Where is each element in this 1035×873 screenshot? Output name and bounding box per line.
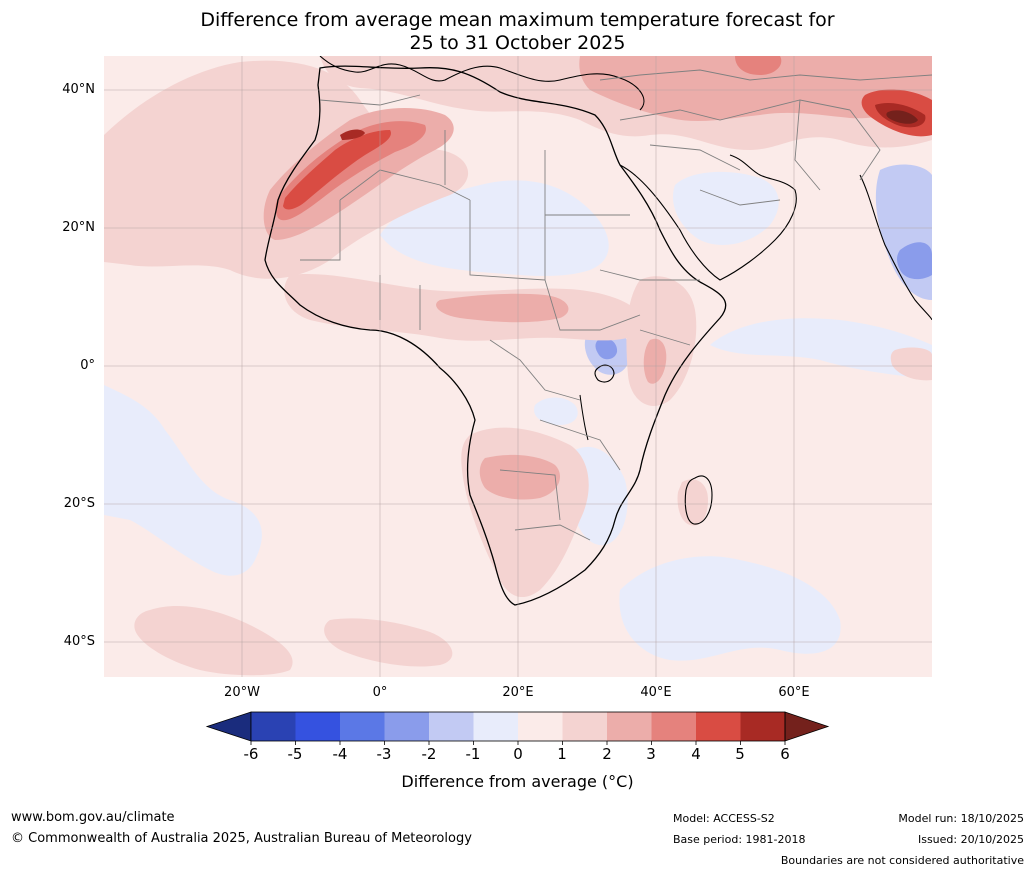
colorbar-segment <box>651 712 697 741</box>
lat-label-20n: 20°N <box>62 220 95 235</box>
colorbar-segment <box>607 712 652 741</box>
anomaly-region-caucasus-warm <box>735 56 782 75</box>
footer-base-period: Base period: 1981-2018 <box>673 833 806 846</box>
anomaly-region-arabia-cool <box>672 171 779 245</box>
lat-label-0: 0° <box>80 358 95 373</box>
colorbar-tick: 0 <box>513 745 523 763</box>
country-boundaries <box>300 69 932 541</box>
colorbar-tick: -6 <box>243 745 259 763</box>
anomaly-region-lake-victoria-cool-strong <box>595 338 618 360</box>
colorbar-segment <box>740 712 786 741</box>
lat-label-40n: 40°N <box>62 82 95 97</box>
colorbar-tick: 2 <box>602 745 612 763</box>
colorbar-tick: -1 <box>465 745 481 763</box>
colorbar-title: Difference from average (°C) <box>401 772 634 791</box>
lon-label-20e: 20°E <box>502 685 534 700</box>
colorbar-segment <box>295 712 341 741</box>
anomaly-region-kalahari-warm <box>479 454 560 500</box>
anomaly-region-north-atlantic-warm <box>104 60 469 279</box>
lon-label-60e: 60°E <box>778 685 810 700</box>
footer-disclaimer: Boundaries are not considered authoritat… <box>780 854 1024 867</box>
india-coastline <box>859 174 932 321</box>
title-line-2: 25 to 31 October 2025 <box>409 32 626 54</box>
colorbar-segment <box>429 712 474 741</box>
colorbar-tick: 4 <box>691 745 701 763</box>
lat-label-40s: 40°S <box>63 634 95 649</box>
anomaly-region-madagascar-warm <box>677 479 708 526</box>
footer-model: Model: ACCESS-S2 <box>673 812 775 825</box>
anomaly-region-indian-ocean-cool <box>619 556 841 661</box>
colorbar-segment <box>518 712 563 741</box>
colorbar-segment <box>473 712 519 741</box>
anomaly-region-west-africa-warm <box>436 293 569 323</box>
lon-label-0: 0° <box>372 685 388 700</box>
anomaly-region-central-asia-warm-6 <box>886 110 918 124</box>
europe-coastline <box>319 56 645 111</box>
anomaly-region-equatorial-cool <box>534 397 578 425</box>
anomaly-region-southwest-warm-patch <box>324 618 453 667</box>
colorbar-tick: 3 <box>646 745 656 763</box>
colorbar-tick: 1 <box>557 745 567 763</box>
anomaly-region-north-africa-warm-4 <box>283 130 391 210</box>
africa-coastline <box>264 65 727 606</box>
anomaly-region-south-atlantic-warm-patch <box>134 605 293 676</box>
anomaly-region-mideast-warm <box>579 56 932 122</box>
gridlines <box>104 56 932 677</box>
colorbar-segment <box>384 712 430 741</box>
lake-tanganyika-outline <box>579 394 589 441</box>
lon-label-40e: 40°E <box>640 685 672 700</box>
colorbar <box>205 711 830 745</box>
footer-issued: Issued: 20/10/2025 <box>917 833 1024 846</box>
colorbar-tick: -5 <box>287 745 303 763</box>
colorbar-extend-low <box>205 711 252 742</box>
arabia-coastline <box>619 154 797 281</box>
anomaly-region-south-atlantic-cool <box>104 385 262 576</box>
lon-label-20w: 20°W <box>224 685 260 700</box>
anomaly-region-ethiopia-warm <box>643 338 667 384</box>
madagascar-coastline <box>684 475 713 525</box>
colorbar-segment <box>251 712 296 741</box>
colorbar-segment <box>696 712 741 741</box>
chart-title: Difference from average mean maximum tem… <box>0 9 1035 55</box>
anomaly-region-north-africa-warm-5 <box>340 129 365 140</box>
anomaly-region-arabian-sea-warm <box>890 347 932 381</box>
colorbar-tick: -4 <box>332 745 348 763</box>
anomaly-region-north-africa-warm-3 <box>275 121 426 221</box>
lat-label-20s: 20°S <box>63 496 95 511</box>
anomaly-region-east-indian-cool <box>710 318 932 380</box>
footer-website[interactable]: www.bom.gov.au/climate <box>11 810 175 825</box>
colorbar-extend-high <box>784 711 830 742</box>
colorbar-segment <box>340 712 385 741</box>
colorbar-tick: 6 <box>780 745 790 763</box>
colorbar-tick: -2 <box>421 745 437 763</box>
colorbar-tick: 5 <box>735 745 745 763</box>
footer-copyright: © Commonwealth of Australia 2025, Austra… <box>11 831 472 846</box>
colorbar-tick: -3 <box>376 745 392 763</box>
colorbar-segment <box>562 712 608 741</box>
anomaly-region-east-africa-warm <box>626 276 697 406</box>
footer-model-run: Model run: 18/10/2025 <box>898 812 1024 825</box>
anomaly-region-india-cool-strong <box>897 242 932 280</box>
title-line-1: Difference from average mean maximum tem… <box>200 9 835 31</box>
